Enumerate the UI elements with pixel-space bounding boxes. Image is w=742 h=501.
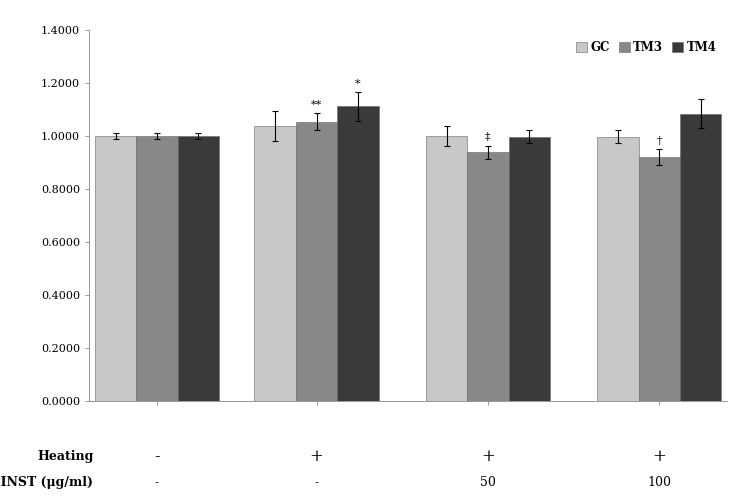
Text: *: * <box>355 79 361 89</box>
Bar <box>467 152 508 401</box>
Bar <box>680 114 721 401</box>
Bar <box>95 136 137 401</box>
Text: 100: 100 <box>647 476 672 489</box>
Text: 50: 50 <box>480 476 496 489</box>
Bar <box>296 122 337 401</box>
Bar <box>137 136 177 401</box>
Text: +: + <box>309 448 324 465</box>
Text: +: + <box>652 448 666 465</box>
Bar <box>597 137 639 401</box>
Text: -: - <box>155 476 159 489</box>
Text: ‡: ‡ <box>485 132 490 142</box>
Text: Heating: Heating <box>37 450 93 463</box>
Legend: GC, TM3, TM4: GC, TM3, TM4 <box>571 36 721 59</box>
Text: +: + <box>481 448 495 465</box>
Text: **: ** <box>311 100 322 110</box>
Bar <box>255 126 296 401</box>
Text: †: † <box>657 135 662 145</box>
Text: -: - <box>154 448 160 465</box>
Bar <box>508 137 550 401</box>
Bar <box>337 106 378 401</box>
Text: -: - <box>315 476 318 489</box>
Bar <box>426 136 467 401</box>
Bar <box>639 157 680 401</box>
Text: GINST (μg/ml): GINST (μg/ml) <box>0 476 93 489</box>
Bar <box>177 136 219 401</box>
